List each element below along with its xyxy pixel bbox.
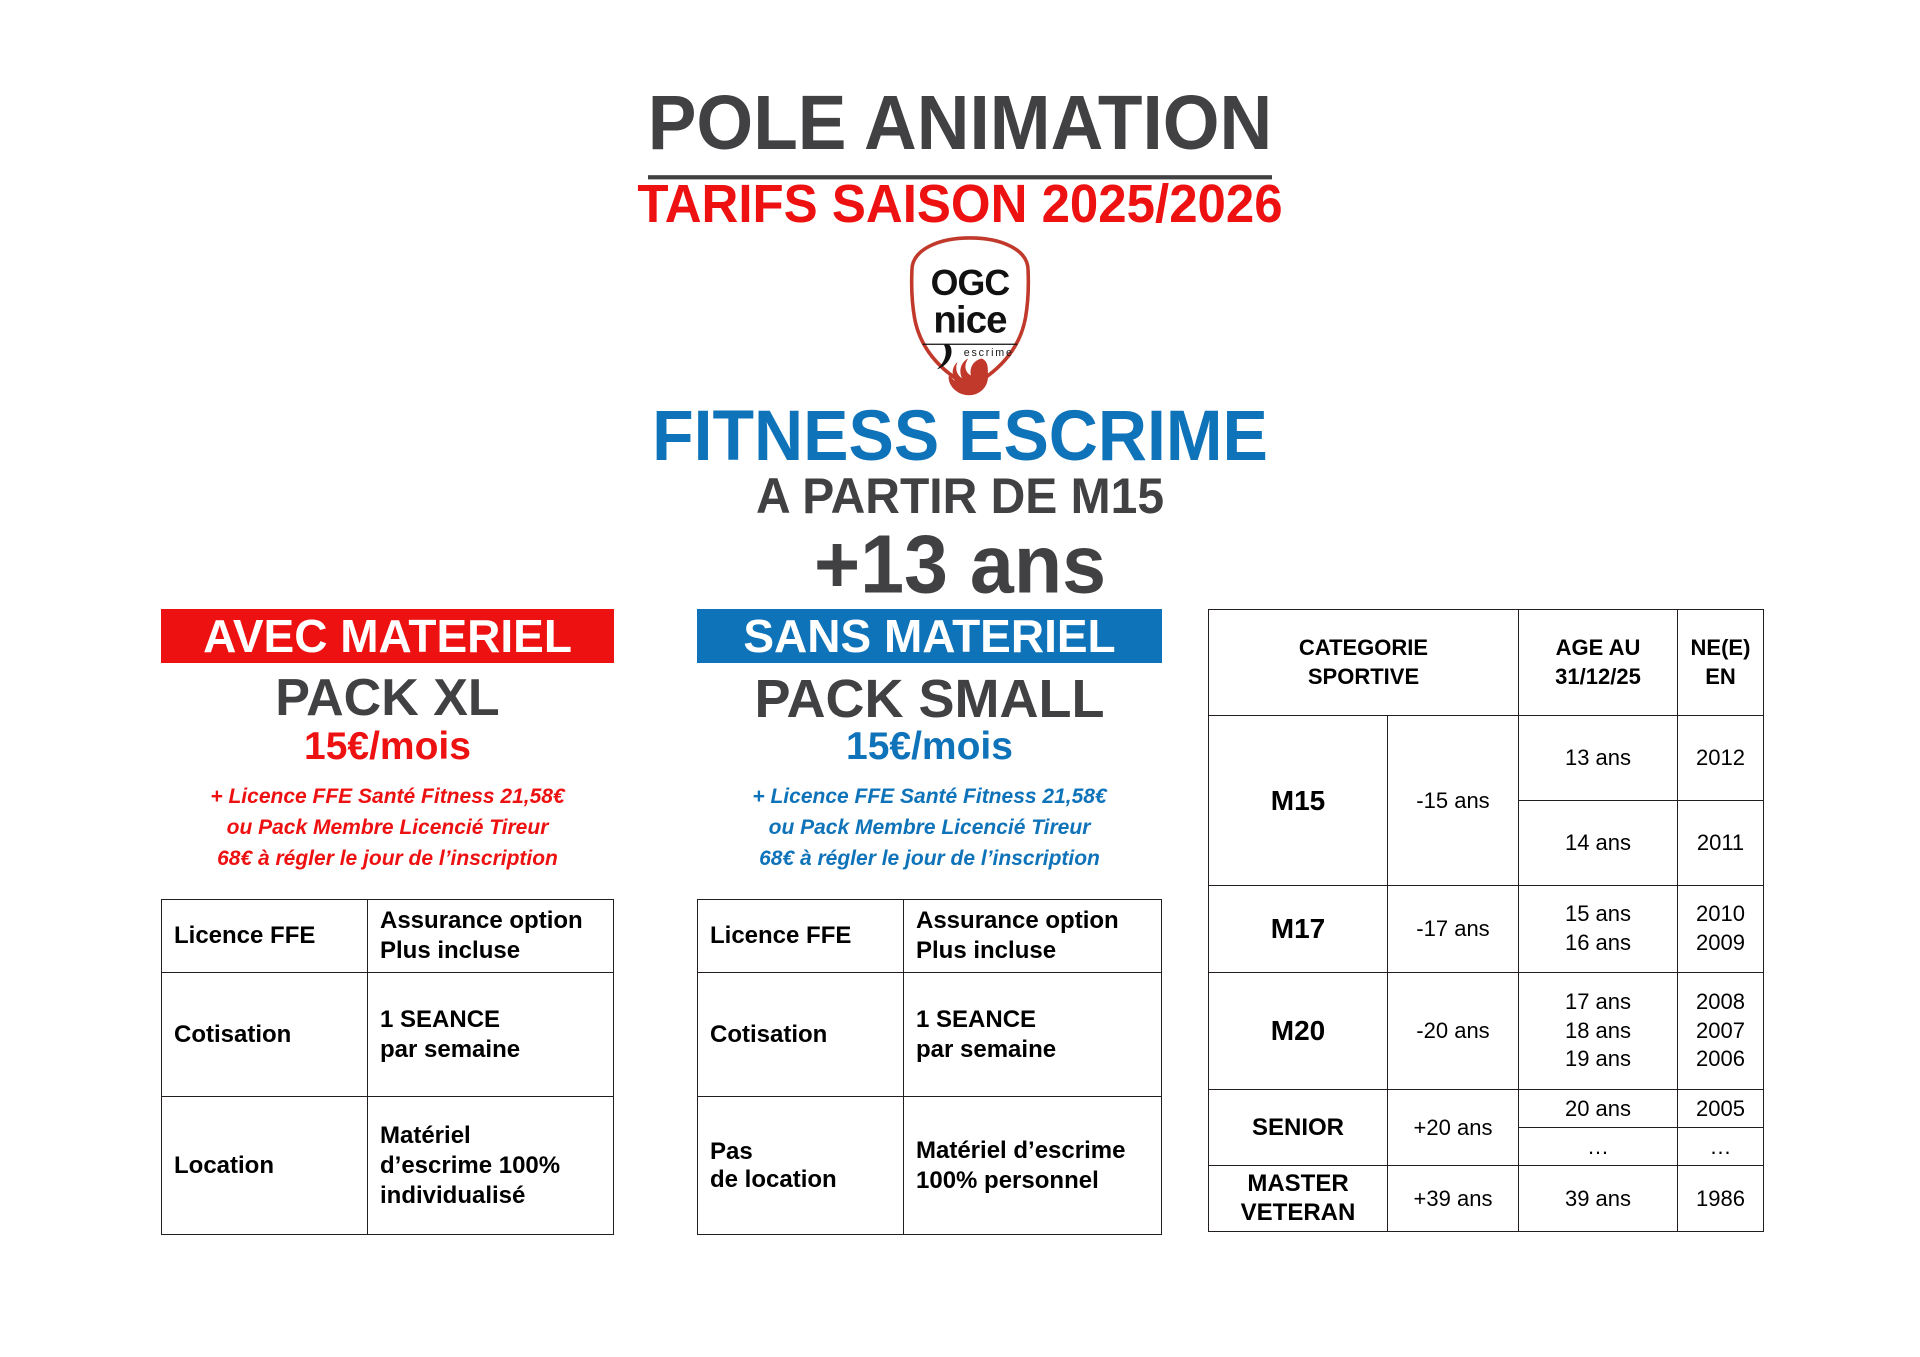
svg-text:nice: nice bbox=[933, 299, 1007, 342]
svg-text:escrime: escrime bbox=[964, 347, 1014, 359]
svg-text:OGC: OGC bbox=[931, 263, 1010, 303]
